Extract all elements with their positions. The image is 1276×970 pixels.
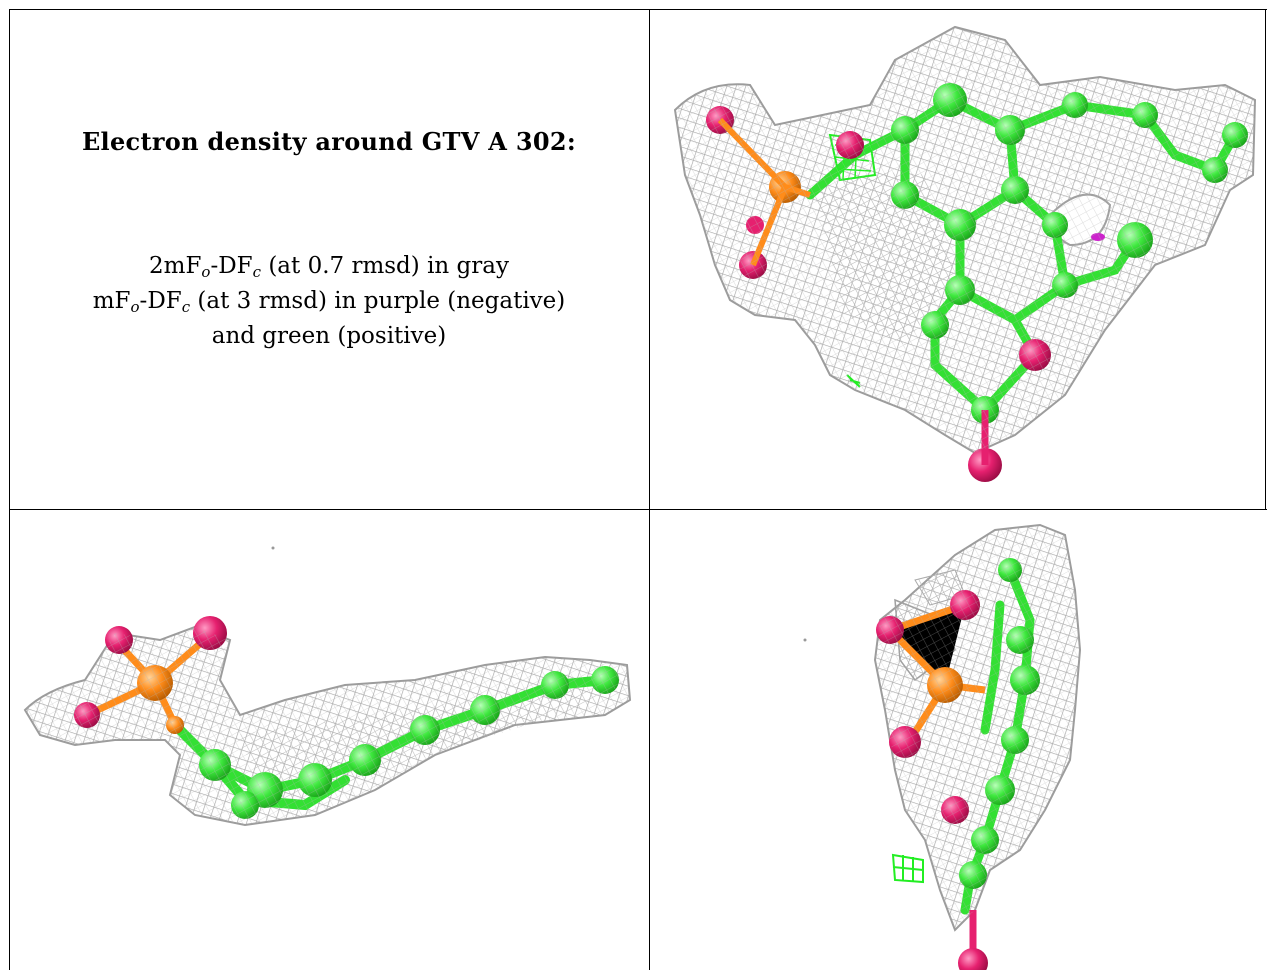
legend-line-green: and green (positive)	[211, 323, 447, 349]
caption-cell: Electron density around GTV A 302: 2mFo-…	[9, 9, 649, 509]
caption-legend: 2mFo-DFc (at 0.7 rmsd) in gray mFo-DFc (…	[9, 249, 649, 354]
legend-line-purple: mFo-DFc (at 3 rmsd) in purple (negative)	[92, 288, 566, 316]
ligand-density-edge-view	[803, 523, 1082, 970]
ligand-density-side-view	[23, 546, 632, 827]
ligand-density-front-view	[673, 25, 1257, 482]
table-border-center	[649, 9, 650, 970]
legend-line-gray: 2mFo-DFc (at 0.7 rmsd) in gray	[149, 253, 509, 281]
table-border-top	[9, 9, 1267, 10]
table-border-left	[9, 9, 10, 970]
table-border-middle	[9, 509, 1267, 510]
figure-table: Electron density around GTV A 302: 2mFo-…	[9, 9, 1267, 970]
caption-title: Electron density around GTV A 302:	[81, 127, 577, 156]
table-border-right	[1265, 9, 1266, 509]
